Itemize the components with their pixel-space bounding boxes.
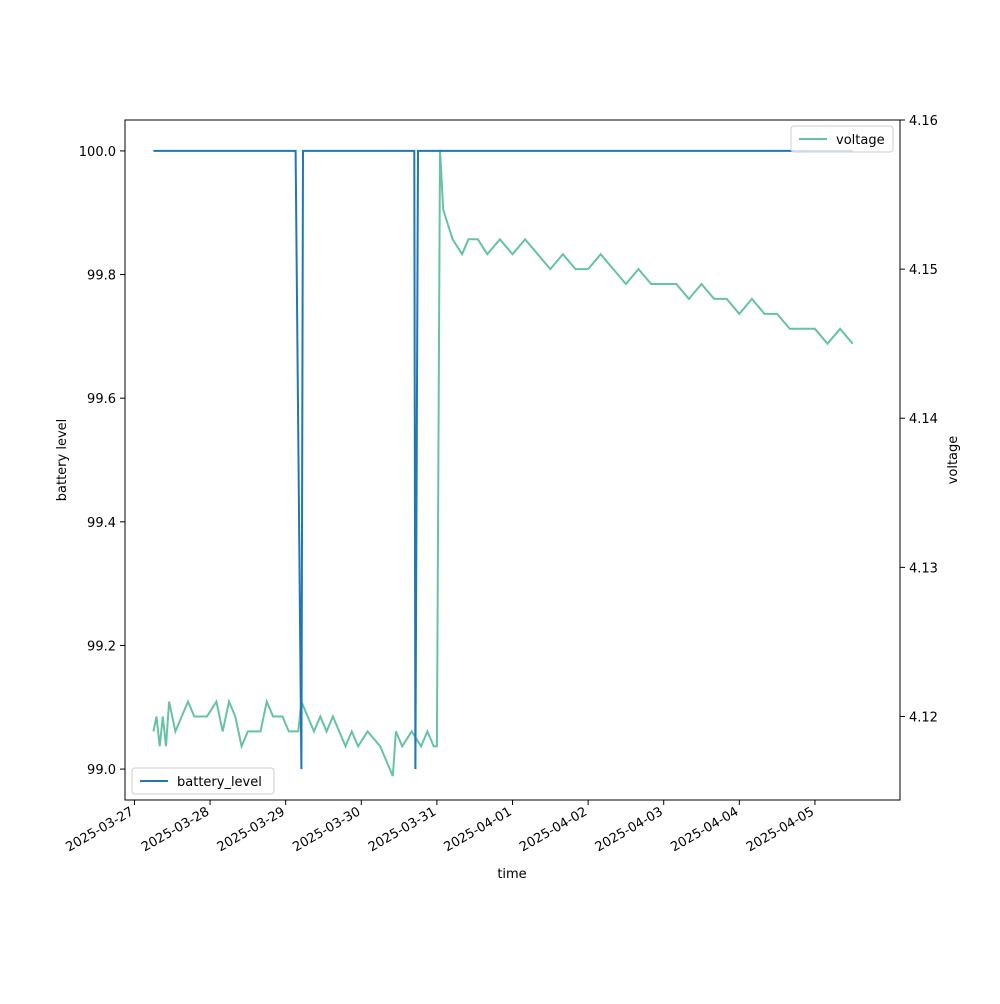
y-axis-right: 4.12 4.13 4.14 4.15 4.16 xyxy=(900,114,938,725)
y-left-tick-label: 99.2 xyxy=(87,639,116,654)
y-axis-left: 99.0 99.2 99.4 99.6 99.8 100.0 xyxy=(79,145,125,778)
y-right-tick-label: 4.15 xyxy=(909,263,938,278)
y-right-tick-label: 4.13 xyxy=(909,561,938,576)
plot-area xyxy=(152,149,854,777)
legend-voltage: voltage xyxy=(790,125,894,153)
series-line-battery_level xyxy=(153,149,853,770)
y-left-tick-label: 99.0 xyxy=(87,763,116,778)
legend-battery-level-label: battery_level xyxy=(177,775,262,790)
series-line-voltage xyxy=(152,149,854,777)
y-left-tick-label: 100.0 xyxy=(79,145,116,160)
y-left-tick-label: 99.8 xyxy=(87,269,116,284)
y-left-tick-label: 99.4 xyxy=(87,516,116,531)
y-right-tick-label: 4.12 xyxy=(909,710,938,725)
y-axis-left-label: battery level xyxy=(55,419,70,502)
x-axis-label: time xyxy=(497,867,526,882)
y-right-tick-label: 4.16 xyxy=(909,114,938,129)
legend-voltage-label: voltage xyxy=(836,133,885,148)
y-left-tick-label: 99.6 xyxy=(87,392,116,407)
legend-battery-level: battery_level xyxy=(131,767,275,795)
y-axis-right-label: voltage xyxy=(946,436,961,485)
y-right-tick-label: 4.14 xyxy=(909,412,938,427)
